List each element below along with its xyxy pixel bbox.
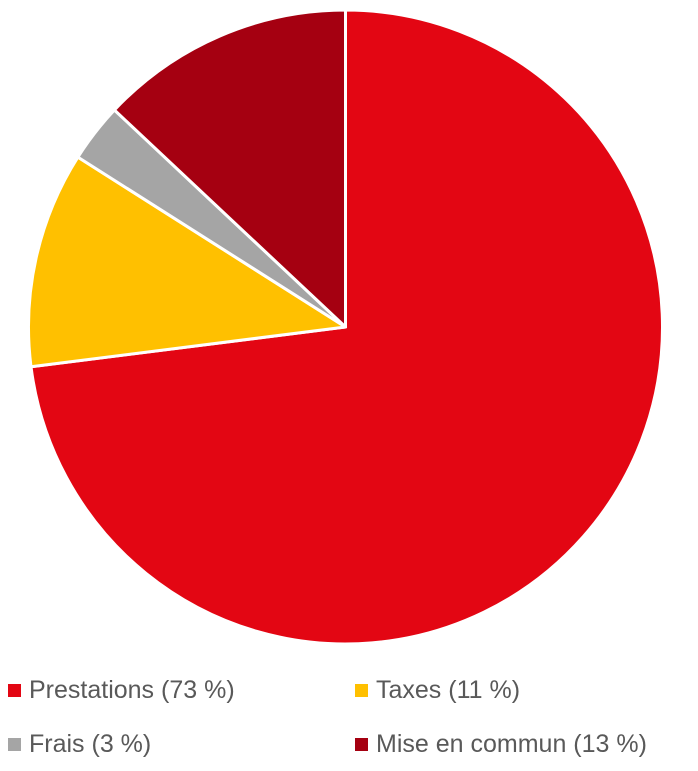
- legend-swatch-prestations: [8, 684, 21, 697]
- chart-legend: Prestations (73 %) Taxes (11 %) Frais (3…: [0, 670, 698, 770]
- pie-slice-mise-en-commun: [112, 8, 347, 329]
- legend-item-taxes: Taxes (11 %): [355, 676, 520, 705]
- legend-label-taxes: Taxes (11 %): [376, 676, 521, 704]
- legend-swatch-mise-en-commun: [355, 738, 368, 751]
- legend-label-prestations: Prestations (73 %): [29, 676, 235, 704]
- pie-plot-area: [27, 8, 664, 646]
- pie-slice-taxes: [27, 155, 347, 369]
- legend-label-mise-en-commun: Mise en commun (13 %): [376, 730, 647, 758]
- legend-item-frais: Frais (3 %): [8, 730, 151, 759]
- legend-label-frais: Frais (3 %): [29, 730, 152, 758]
- pie-slices: [27, 8, 664, 646]
- legend-item-mise-en-commun: Mise en commun (13 %): [355, 730, 647, 759]
- legend-swatch-taxes: [355, 684, 368, 697]
- legend-item-prestations: Prestations (73 %): [8, 676, 235, 705]
- legend-swatch-frais: [8, 738, 21, 751]
